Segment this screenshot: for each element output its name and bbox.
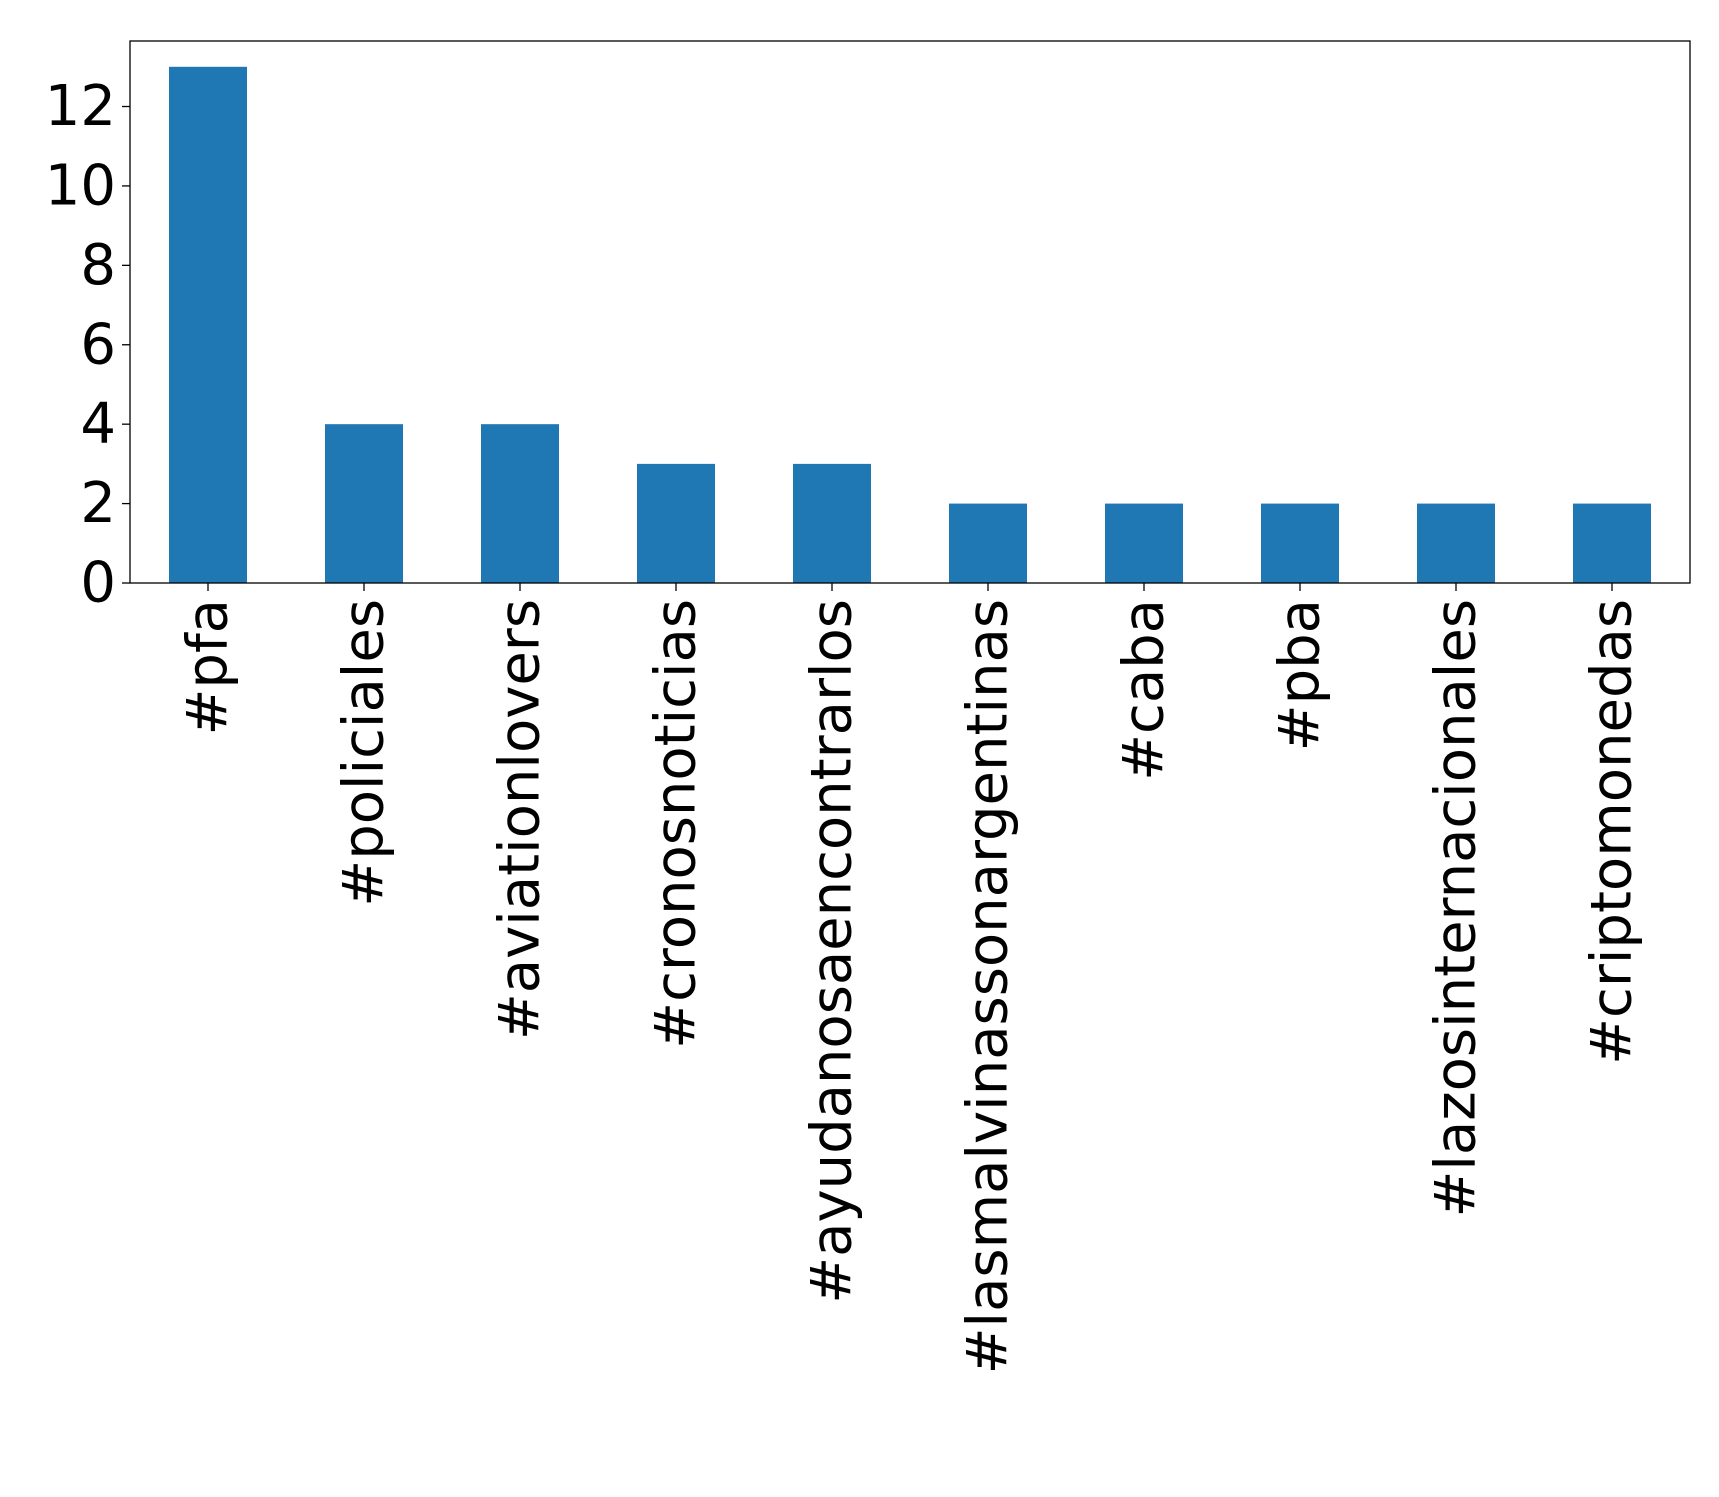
x-tick-label: #ayudanosaencontrarlos xyxy=(800,599,865,1304)
bar xyxy=(793,463,871,583)
x-tick-label: #policiales xyxy=(332,599,397,907)
x-tick-label: #lazosinternacionales xyxy=(1424,599,1489,1218)
bars-layer xyxy=(169,66,1651,584)
x-tick-label: #caba xyxy=(1112,599,1177,781)
bar xyxy=(169,66,247,584)
bar xyxy=(325,424,403,583)
bar xyxy=(1417,503,1495,583)
y-tick-label: 12 xyxy=(45,74,116,139)
y-tick-label: 4 xyxy=(80,392,116,457)
bar xyxy=(1105,503,1183,583)
y-tick-label: 2 xyxy=(80,471,116,536)
x-tick-label: #cronosnoticias xyxy=(644,599,709,1049)
bar xyxy=(1261,503,1339,583)
x-tick-label: #pba xyxy=(1268,599,1333,751)
x-axis: #pfa #policiales #aviationlovers #cronosnot… xyxy=(176,583,1645,1374)
y-axis: 0 2 4 6 8 10 12 xyxy=(45,74,130,616)
plot-frame xyxy=(129,40,1691,584)
bar xyxy=(637,463,715,583)
y-tick-label: 6 xyxy=(80,312,116,377)
y-tick-label: 10 xyxy=(45,153,116,218)
y-tick-label: 0 xyxy=(80,551,116,616)
bar xyxy=(1573,503,1651,583)
x-tick-label: #aviationlovers xyxy=(488,599,553,1040)
y-tick-label: 8 xyxy=(80,233,116,298)
x-tick-label: #pfa xyxy=(176,599,241,736)
bar xyxy=(481,424,559,583)
x-tick-label: #criptomonedas xyxy=(1580,599,1645,1065)
bar xyxy=(949,503,1027,583)
x-tick-label: #lasmalvinassonargentinas xyxy=(956,599,1021,1374)
